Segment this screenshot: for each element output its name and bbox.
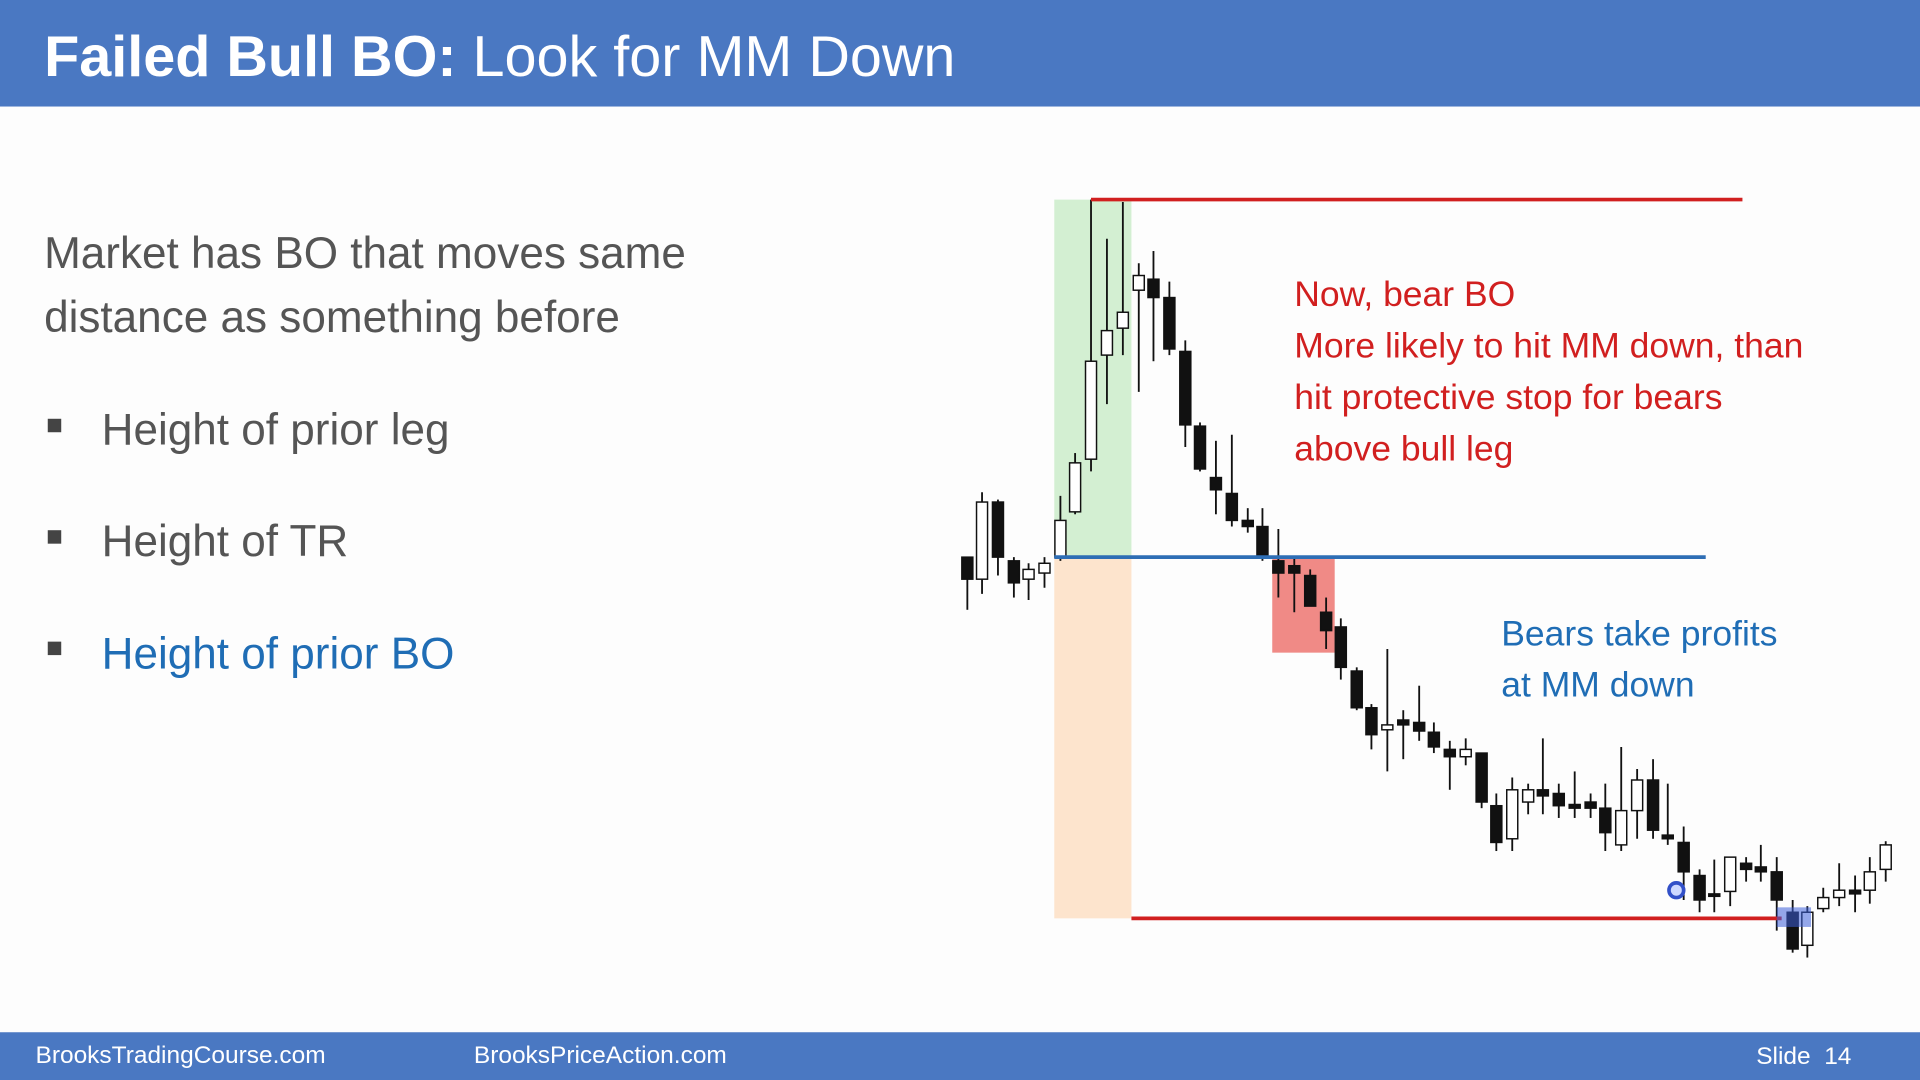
candle-body bbox=[1739, 862, 1753, 871]
candle-body bbox=[1723, 856, 1737, 893]
candle-body bbox=[1272, 560, 1285, 574]
candle-body bbox=[1068, 462, 1082, 513]
candle-body bbox=[1506, 789, 1519, 840]
candle-body bbox=[1708, 893, 1721, 898]
candle-body bbox=[975, 501, 989, 580]
bullet bbox=[47, 418, 62, 433]
candlesticks bbox=[961, 199, 1892, 958]
candle-body bbox=[991, 501, 1005, 558]
candle-body bbox=[1521, 789, 1535, 803]
candle-body bbox=[1193, 425, 1207, 470]
mm-projection-zone bbox=[1054, 557, 1132, 919]
highlight bbox=[1776, 907, 1812, 927]
candle-body bbox=[1661, 834, 1674, 840]
candle-body bbox=[1863, 871, 1877, 891]
header-band bbox=[0, 0, 1920, 107]
candle-body bbox=[1614, 809, 1628, 846]
candle-body bbox=[1817, 896, 1830, 910]
candle-body bbox=[961, 556, 974, 580]
candle-body bbox=[1677, 841, 1690, 873]
candle-body bbox=[1241, 519, 1254, 528]
title-bold: Failed Bull BO: bbox=[44, 25, 456, 89]
candle-body bbox=[1427, 731, 1441, 748]
profits-note: Bears take profits at MM down bbox=[1501, 613, 1777, 704]
cursor bbox=[1667, 881, 1686, 900]
candle-body bbox=[1770, 871, 1783, 901]
footer-left: BrooksTradingCourse.com bbox=[36, 1042, 326, 1069]
bear-bo-note: Now, bear BO More likely to hit MM down,… bbox=[1294, 274, 1803, 468]
bullet-text: Height of TR bbox=[102, 517, 349, 566]
slide-number: Slide 14 bbox=[1756, 1043, 1851, 1070]
candle-body bbox=[1832, 889, 1846, 899]
candle-body bbox=[1350, 670, 1363, 709]
note-line: above bull leg bbox=[1294, 428, 1513, 468]
candle-body bbox=[1163, 296, 1176, 350]
candle-body bbox=[1288, 564, 1301, 574]
candle-body bbox=[1536, 789, 1550, 797]
intro-line: distance as something before bbox=[44, 293, 620, 342]
candle-body bbox=[1147, 278, 1160, 299]
candle-body bbox=[1475, 752, 1488, 803]
note-line: at MM down bbox=[1501, 665, 1694, 705]
candle-body bbox=[1084, 360, 1098, 460]
note-line: hit protective stop for bears bbox=[1294, 377, 1722, 417]
candle-body bbox=[1568, 803, 1581, 809]
candle-body bbox=[1334, 626, 1348, 669]
candle-body bbox=[1754, 866, 1768, 873]
note-line: More likely to hit MM down, than bbox=[1294, 326, 1803, 366]
candle-body bbox=[1459, 748, 1472, 758]
candle-body bbox=[1443, 748, 1457, 758]
bullet-text: Height of prior BO bbox=[102, 630, 455, 679]
footer-band bbox=[0, 1032, 1920, 1080]
candle-body bbox=[1225, 492, 1239, 522]
candle-body bbox=[1490, 804, 1503, 844]
bullet-text: Height of prior leg bbox=[102, 405, 450, 454]
candle-body bbox=[1038, 562, 1051, 574]
candle-body bbox=[1552, 792, 1566, 807]
intro-line: Market has BO that moves same bbox=[44, 229, 686, 278]
title-rest: Look for MM Down bbox=[473, 25, 956, 89]
candle-body bbox=[1100, 329, 1114, 356]
candle-body bbox=[1303, 574, 1317, 607]
bear-bo-zone bbox=[1272, 558, 1335, 653]
candle-body bbox=[1256, 525, 1269, 558]
candle-body bbox=[1179, 350, 1192, 426]
candle-body bbox=[1132, 274, 1146, 291]
note-line: Now, bear BO bbox=[1294, 274, 1515, 314]
candle-body bbox=[1599, 807, 1612, 834]
bullet bbox=[47, 641, 62, 656]
candle-body bbox=[1646, 779, 1660, 831]
candle-body bbox=[1879, 844, 1892, 871]
candle-body bbox=[1584, 801, 1597, 809]
candle-body bbox=[1381, 724, 1394, 731]
footer-middle: BrooksPriceAction.com bbox=[474, 1042, 727, 1069]
candle-body bbox=[1209, 476, 1223, 491]
candle-body bbox=[1630, 779, 1644, 812]
candle-body bbox=[1412, 721, 1426, 732]
candle-body bbox=[1693, 874, 1706, 901]
candle-body bbox=[1116, 311, 1130, 329]
candle-body bbox=[1397, 719, 1410, 726]
candle-body bbox=[1319, 611, 1333, 632]
candle-body bbox=[1365, 707, 1378, 736]
slide-title: Failed Bull BO: Look for MM Down bbox=[44, 25, 955, 89]
candle-body bbox=[1054, 519, 1067, 558]
note-line: Bears take profits bbox=[1501, 613, 1777, 653]
bullet bbox=[47, 530, 62, 544]
candle-body bbox=[1007, 560, 1021, 584]
candle-body bbox=[1022, 568, 1035, 580]
candle-body bbox=[1848, 889, 1862, 895]
